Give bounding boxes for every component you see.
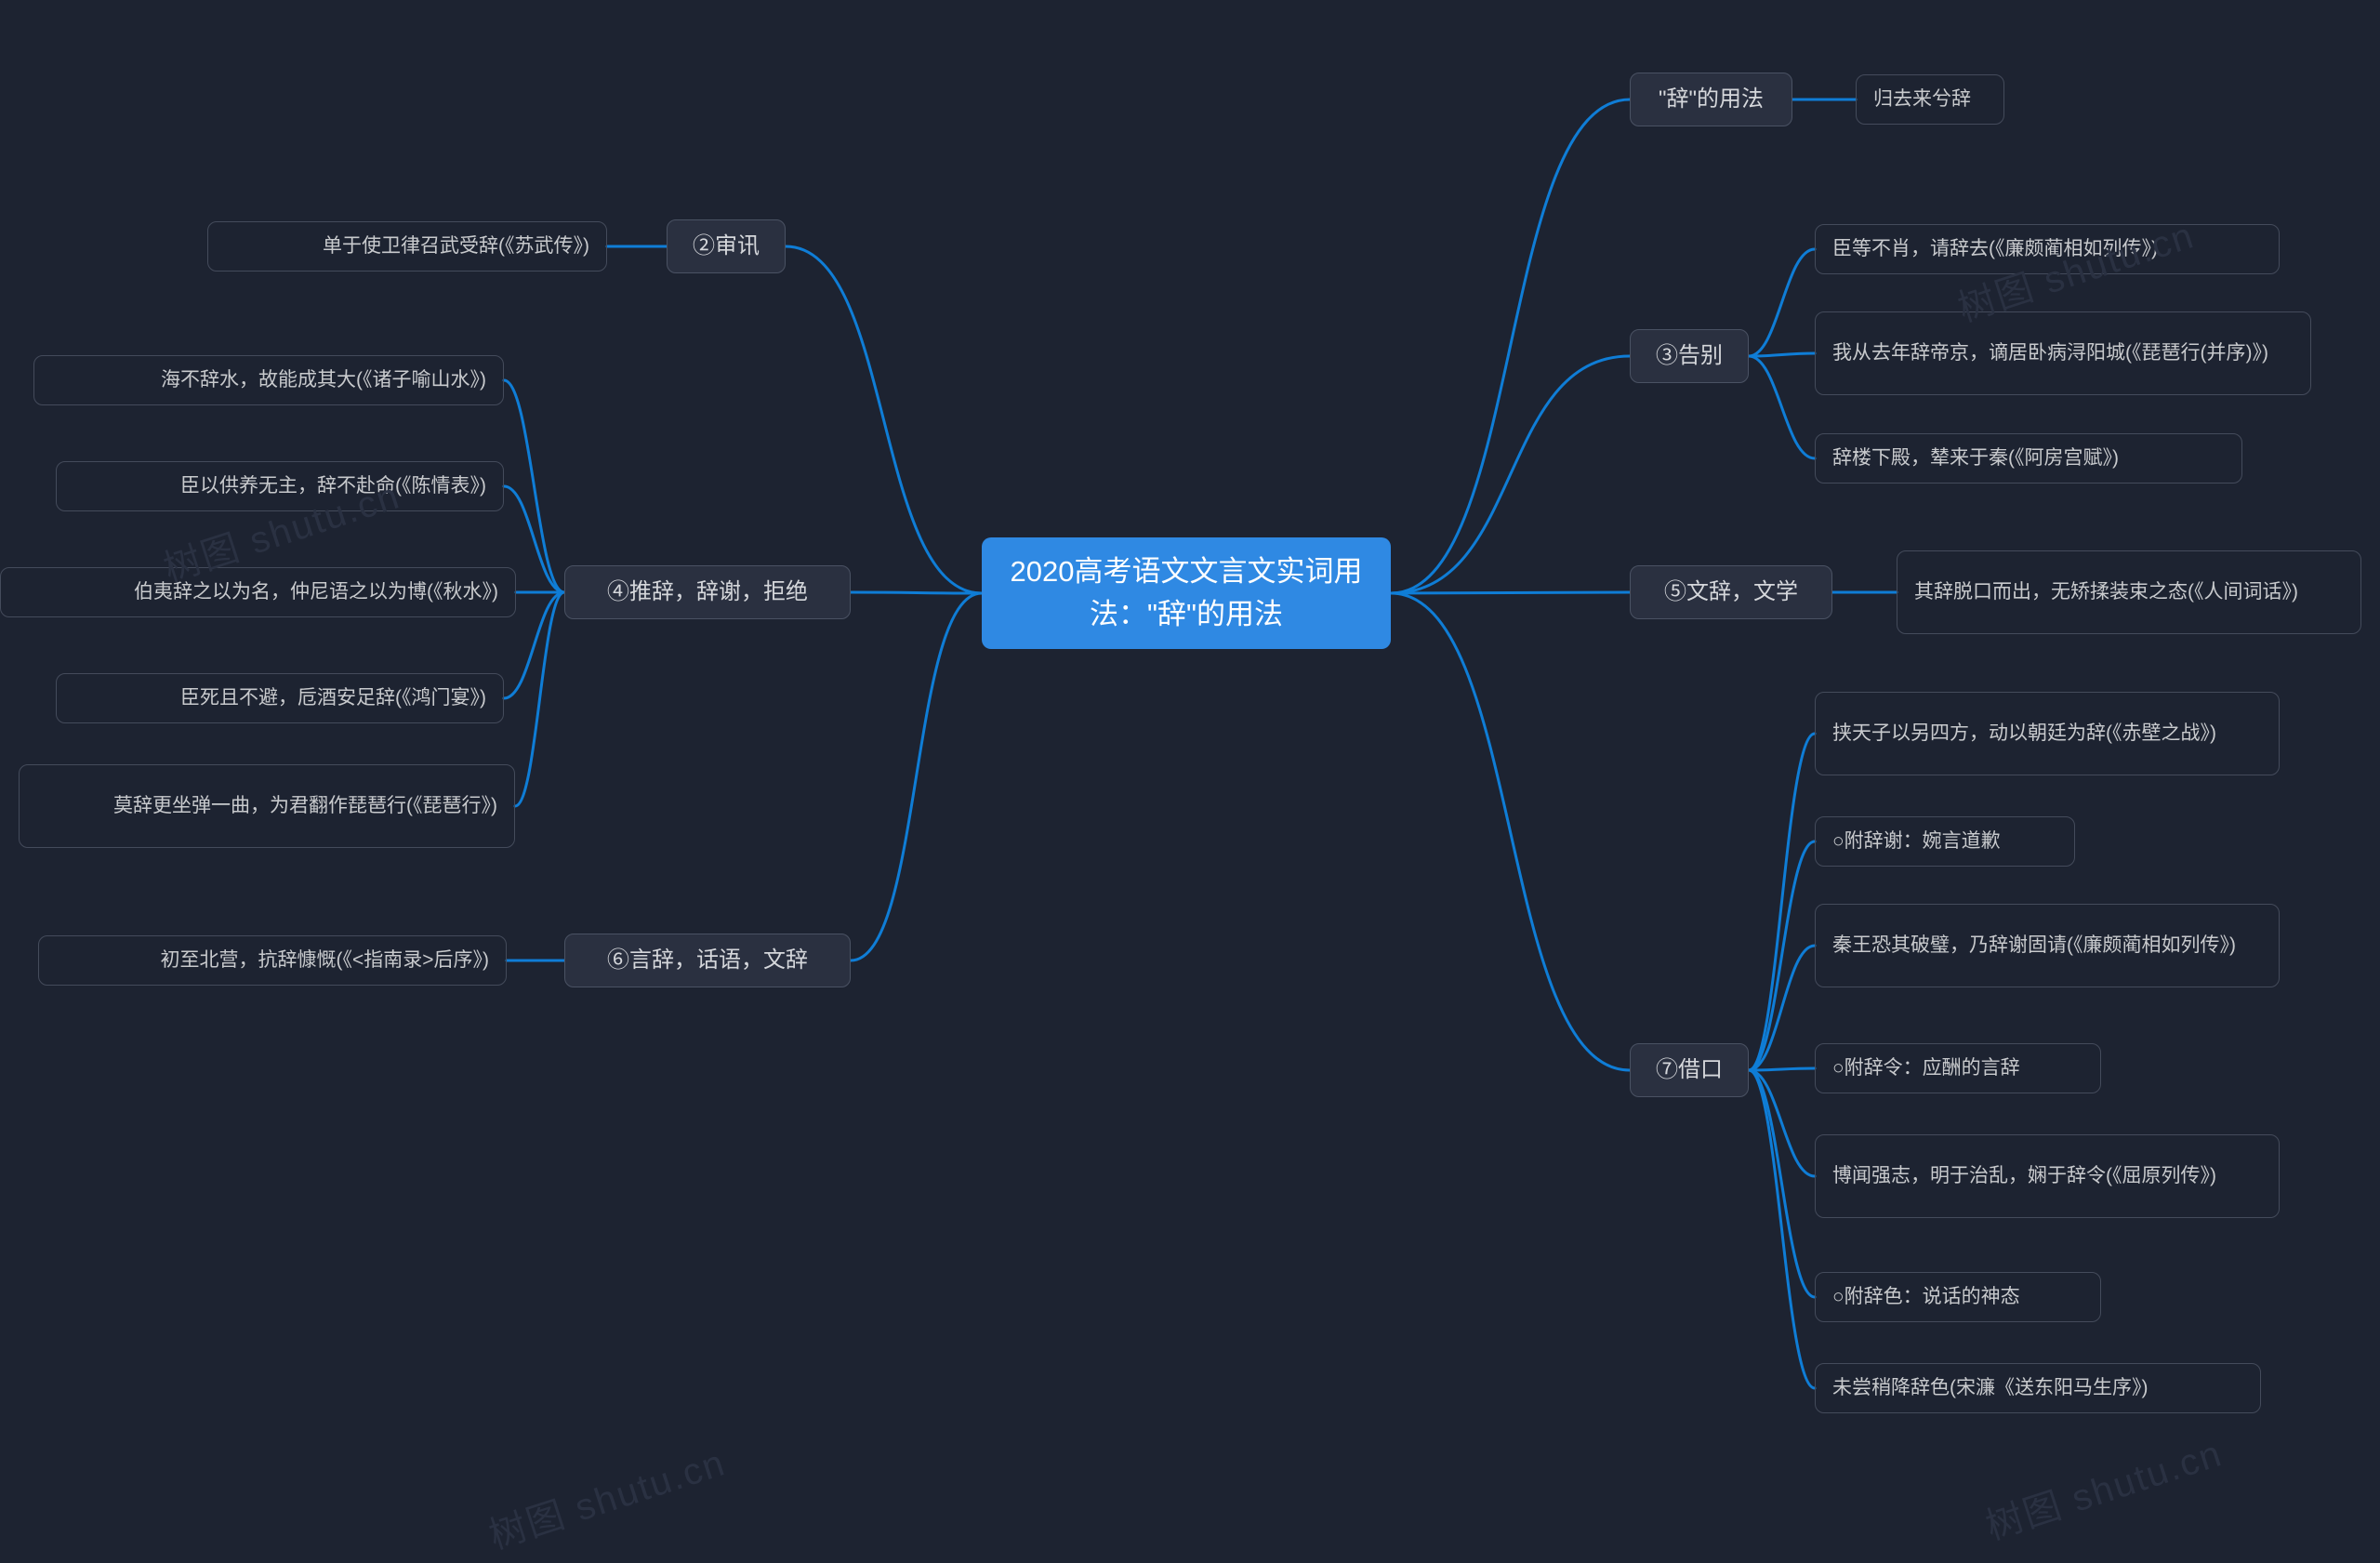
leaf-b4l4-label: 臣死且不避，卮酒安足辞(《鸿门宴》) xyxy=(180,683,486,713)
leaf-b4l4[interactable]: 臣死且不避，卮酒安足辞(《鸿门宴》) xyxy=(56,673,504,723)
leaf-b7l5[interactable]: 博闻强志，明于治乱，娴于辞令(《屈原列传》) xyxy=(1815,1134,2280,1218)
leaf-b3l2-label: 我从去年辞帝京，谪居卧病浔阳城(《琵琶行(并序)》) xyxy=(1832,338,2268,368)
branch-b5-label: ⑤文辞，文学 xyxy=(1664,576,1798,609)
leaf-b5l1-label: 其辞脱口而出，无矫揉装束之态(《人间词话》) xyxy=(1914,577,2298,607)
leaf-b2l1-label: 单于使卫律召武受辞(《苏武传》) xyxy=(323,232,589,261)
leaf-b7l7[interactable]: 未尝稍降辞色(宋濂《送东阳马生序》) xyxy=(1815,1363,2261,1413)
branch-b1-label: "辞"的用法 xyxy=(1659,83,1764,116)
leaf-b4l3[interactable]: 伯夷辞之以为名，仲尼语之以为博(《秋水》) xyxy=(0,567,516,617)
leaf-b7l4-label: ○附辞令：应酬的言辞 xyxy=(1832,1053,2020,1083)
leaf-b7l1-label: 挟天子以另四方，动以朝廷为辞(《赤壁之战》) xyxy=(1832,719,2216,748)
branch-b2[interactable]: ②审讯 xyxy=(667,219,786,273)
leaf-b1l1-label: 归去来兮辞 xyxy=(1873,85,1971,114)
leaf-b7l5-label: 博闻强志，明于治乱，娴于辞令(《屈原列传》) xyxy=(1832,1161,2216,1191)
branch-b7[interactable]: ⑦借口 xyxy=(1630,1043,1749,1097)
leaf-b1l1[interactable]: 归去来兮辞 xyxy=(1856,74,2004,125)
leaf-b3l1-label: 臣等不肖，请辞去(《廉颇蔺相如列传》) xyxy=(1832,234,2158,264)
leaf-b6l1[interactable]: 初至北营，抗辞慷慨(《<指南录>后序》) xyxy=(38,935,507,986)
branch-b2-label: ②审讯 xyxy=(693,230,760,263)
leaf-b7l6[interactable]: ○附辞色：说话的神态 xyxy=(1815,1272,2101,1322)
leaf-b7l3[interactable]: 秦王恐其破璧，乃辞谢固请(《廉颇蔺相如列传》) xyxy=(1815,904,2280,987)
leaf-b4l5[interactable]: 莫辞更坐弹一曲，为君翻作琵琶行(《琵琶行》) xyxy=(19,764,515,848)
branch-b4[interactable]: ④推辞，辞谢，拒绝 xyxy=(564,565,851,619)
leaf-b7l4[interactable]: ○附辞令：应酬的言辞 xyxy=(1815,1043,2101,1093)
leaf-b3l3[interactable]: 辞楼下殿，辇来于秦(《阿房宫赋》) xyxy=(1815,433,2242,483)
branch-b1[interactable]: "辞"的用法 xyxy=(1630,73,1792,126)
watermark: 树图 shutu.cn xyxy=(482,1433,732,1560)
branch-b6-label: ⑥言辞，话语，文辞 xyxy=(607,944,808,977)
center-node[interactable]: 2020高考语文文言文实词用法："辞"的用法 xyxy=(982,537,1391,649)
branch-b6[interactable]: ⑥言辞，话语，文辞 xyxy=(564,934,851,987)
leaf-b7l6-label: ○附辞色：说话的神态 xyxy=(1832,1282,2020,1312)
leaf-b4l1-label: 海不辞水，故能成其大(《诸子喻山水》) xyxy=(161,365,486,395)
branch-b7-label: ⑦借口 xyxy=(1656,1053,1723,1087)
leaf-b7l1[interactable]: 挟天子以另四方，动以朝廷为辞(《赤壁之战》) xyxy=(1815,692,2280,775)
leaf-b4l2-label: 臣以供养无主，辞不赴命(《陈情表》) xyxy=(180,471,486,501)
leaf-b7l7-label: 未尝稍降辞色(宋濂《送东阳马生序》) xyxy=(1832,1373,2149,1403)
leaf-b4l5-label: 莫辞更坐弹一曲，为君翻作琵琶行(《琵琶行》) xyxy=(113,791,497,821)
leaf-b7l2-label: ○附辞谢：婉言道歉 xyxy=(1832,827,2001,856)
leaf-b3l3-label: 辞楼下殿，辇来于秦(《阿房宫赋》) xyxy=(1832,444,2119,473)
leaf-b2l1[interactable]: 单于使卫律召武受辞(《苏武传》) xyxy=(207,221,607,272)
leaf-b6l1-label: 初至北营，抗辞慷慨(《<指南录>后序》) xyxy=(160,946,489,975)
leaf-b3l2[interactable]: 我从去年辞帝京，谪居卧病浔阳城(《琵琶行(并序)》) xyxy=(1815,311,2311,395)
leaf-b4l1[interactable]: 海不辞水，故能成其大(《诸子喻山水》) xyxy=(33,355,504,405)
leaf-b4l3-label: 伯夷辞之以为名，仲尼语之以为博(《秋水》) xyxy=(134,577,498,607)
branch-b5[interactable]: ⑤文辞，文学 xyxy=(1630,565,1832,619)
leaf-b7l3-label: 秦王恐其破璧，乃辞谢固请(《廉颇蔺相如列传》) xyxy=(1832,931,2236,960)
branch-b4-label: ④推辞，辞谢，拒绝 xyxy=(607,576,808,609)
leaf-b3l1[interactable]: 臣等不肖，请辞去(《廉颇蔺相如列传》) xyxy=(1815,224,2280,274)
watermark: 树图 shutu.cn xyxy=(1978,1424,2228,1551)
leaf-b7l2[interactable]: ○附辞谢：婉言道歉 xyxy=(1815,816,2075,867)
branch-b3[interactable]: ③告别 xyxy=(1630,329,1749,383)
center-node-label: 2020高考语文文言文实词用法："辞"的用法 xyxy=(998,550,1374,637)
leaf-b4l2[interactable]: 臣以供养无主，辞不赴命(《陈情表》) xyxy=(56,461,504,511)
branch-b3-label: ③告别 xyxy=(1656,339,1723,373)
leaf-b5l1[interactable]: 其辞脱口而出，无矫揉装束之态(《人间词话》) xyxy=(1897,550,2361,634)
